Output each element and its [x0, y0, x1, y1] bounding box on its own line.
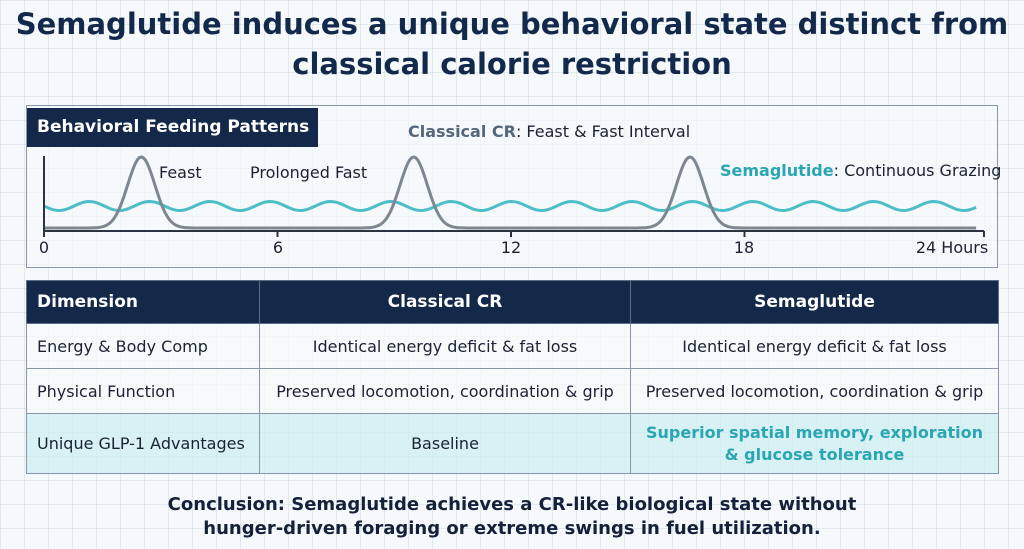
- cr-series-name: Classical CR: [408, 122, 516, 141]
- header-classical-cr: Classical CR: [259, 280, 631, 324]
- classical-cr-line: [44, 155, 977, 230]
- feast-annotation: Feast: [159, 163, 202, 182]
- row-sema-highlight-cell: Superior spatial memory, exploration & g…: [630, 413, 999, 474]
- row-dimension-cell: Unique GLP-1 Advantages: [26, 413, 260, 474]
- highlight-line-2: & glucose tolerance: [724, 444, 905, 464]
- conclusion-line-2: hunger-driven foraging or extreme swings…: [203, 518, 821, 539]
- figure-title: Semaglutide induces a unique behavioral …: [0, 4, 1024, 84]
- conclusion-line-1: Conclusion: Semaglutide achieves a CR-li…: [167, 494, 857, 515]
- sema-series-name: Semaglutide: [720, 161, 834, 180]
- cr-series-label: Classical CR: Feast & Fast Interval: [408, 122, 690, 141]
- cr-series-desc: : Feast & Fast Interval: [515, 122, 691, 141]
- row-cr-cell: Identical energy deficit & fat loss: [259, 323, 631, 369]
- x-tick-label: 18: [733, 238, 755, 257]
- table-row-highlight: Unique GLP-1 Advantages Baseline Superio…: [26, 413, 999, 474]
- header-semaglutide: Semaglutide: [630, 280, 999, 324]
- row-dimension-cell: Physical Function: [26, 368, 260, 414]
- sema-series-label: Semaglutide: Continuous Grazing: [720, 161, 1001, 180]
- row-cr-cell: Baseline: [259, 413, 631, 474]
- prolonged-fast-annotation: Prolonged Fast: [250, 163, 368, 182]
- x-tick-label: 24 Hours: [915, 238, 989, 257]
- semaglutide-line: [43, 199, 977, 213]
- row-sema-cell: Preserved locomotion, coordination & gri…: [630, 368, 999, 414]
- row-dimension-cell: Energy & Body Comp: [26, 323, 260, 369]
- x-tick-label: 6: [272, 238, 284, 257]
- table-header-row: Dimension Classical CR Semaglutide: [26, 280, 999, 324]
- sema-series-desc: : Continuous Grazing: [833, 161, 1002, 180]
- conclusion-text: Conclusion: Semaglutide achieves a CR-li…: [0, 493, 1024, 541]
- table-row: Energy & Body Comp Identical energy defi…: [26, 323, 999, 369]
- x-tick-label: 0: [38, 238, 50, 257]
- row-cr-cell: Preserved locomotion, coordination & gri…: [259, 368, 631, 414]
- header-dimension: Dimension: [26, 280, 260, 324]
- panel-title: Behavioral Feeding Patterns: [27, 108, 318, 147]
- x-axis-ticks: [43, 231, 985, 237]
- highlight-line-1: Superior spatial memory, exploration: [645, 422, 984, 442]
- comparison-table: Dimension Classical CR Semaglutide Energ…: [26, 280, 999, 474]
- figure-title-line-1: Semaglutide induces a unique behavioral …: [15, 7, 1009, 41]
- row-sema-cell: Identical energy deficit & fat loss: [630, 323, 999, 369]
- x-tick-label: 12: [500, 238, 522, 257]
- figure-title-line-2: classical calorie restriction: [292, 47, 732, 81]
- table-row: Physical Function Preserved locomotion, …: [26, 368, 999, 414]
